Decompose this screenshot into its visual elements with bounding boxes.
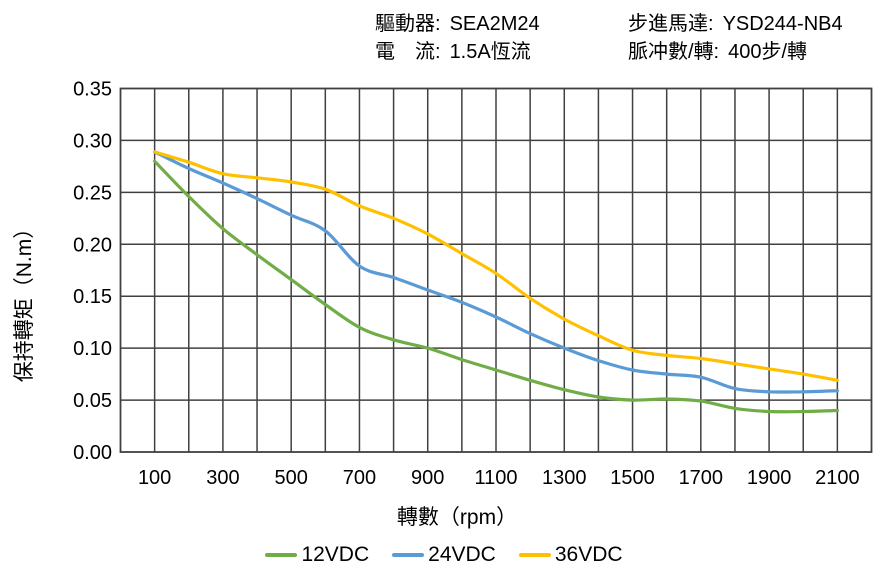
series-line-12vdc	[153, 159, 839, 414]
y-tick-label: 0.30	[73, 130, 112, 152]
x-tick-label: 1100	[474, 467, 517, 489]
x-axis-title: 轉數（rpm）	[397, 506, 517, 529]
chart-header-left: 驅動器: SEA2M24 電 流: 1.5A恆流	[375, 10, 540, 66]
current-label: 電 流:	[375, 41, 441, 63]
legend-label: 24VDC	[428, 543, 496, 566]
grid-lines	[120, 88, 872, 452]
current-value: 1.5A恆流	[449, 41, 531, 63]
x-tick-label: 100	[138, 467, 171, 489]
x-tick-label: 1900	[747, 467, 792, 489]
y-tick-label: 0.35	[73, 79, 112, 101]
legend-dash-icon	[518, 553, 551, 557]
y-tick-label: 0.25	[73, 182, 112, 204]
legend-dash-icon	[265, 553, 298, 557]
x-tick-label: 300	[206, 467, 239, 489]
driver-line: 驅動器: SEA2M24	[375, 10, 540, 38]
plot-border	[119, 87, 873, 453]
pulses-label: 脈冲數/轉:	[628, 41, 720, 63]
pulses-value: 400步/轉	[728, 41, 808, 63]
y-tick-label: 0.10	[73, 338, 112, 360]
chart-header-right: 步進馬達: YSD244-NB4 脈冲數/轉: 400步/轉	[628, 10, 843, 66]
driver-label: 驅動器:	[375, 13, 441, 35]
chart-legend: 12VDC 24VDC 36VDC	[0, 543, 888, 567]
motor-label: 步進馬達:	[628, 13, 714, 35]
x-tick-label: 1500	[610, 467, 655, 489]
legend-item-12vdc: 12VDC	[265, 543, 369, 567]
series-line-36vdc	[153, 150, 839, 382]
driver-value: SEA2M24	[449, 13, 540, 35]
y-tick-label: 0.00	[73, 442, 112, 464]
x-tick-label: 1300	[542, 467, 587, 489]
x-tick-label: 700	[343, 467, 376, 489]
legend-label: 36VDC	[554, 543, 623, 566]
y-tick-label: 0.15	[73, 286, 112, 308]
legend-dash-icon	[392, 553, 425, 557]
motor-value: YSD244-NB4	[722, 13, 843, 35]
legend-label: 12VDC	[301, 543, 370, 566]
y-tick-label: 0.05	[73, 390, 112, 412]
pulses-line: 脈冲數/轉: 400步/轉	[628, 38, 843, 66]
x-tick-label: 2100	[815, 467, 860, 489]
motor-line: 步進馬達: YSD244-NB4	[628, 10, 843, 38]
legend-item-36vdc: 36VDC	[518, 543, 623, 567]
x-tick-label: 500	[274, 467, 307, 489]
x-tick-label: 1700	[679, 467, 724, 489]
current-line: 電 流: 1.5A恆流	[375, 38, 540, 66]
series-line-24vdc	[153, 150, 839, 394]
y-axis-title: 保持轉矩（N.m）	[13, 218, 36, 383]
x-tick-label: 900	[411, 467, 444, 489]
y-tick-label: 0.20	[73, 234, 112, 256]
legend-item-24vdc: 24VDC	[392, 543, 496, 567]
